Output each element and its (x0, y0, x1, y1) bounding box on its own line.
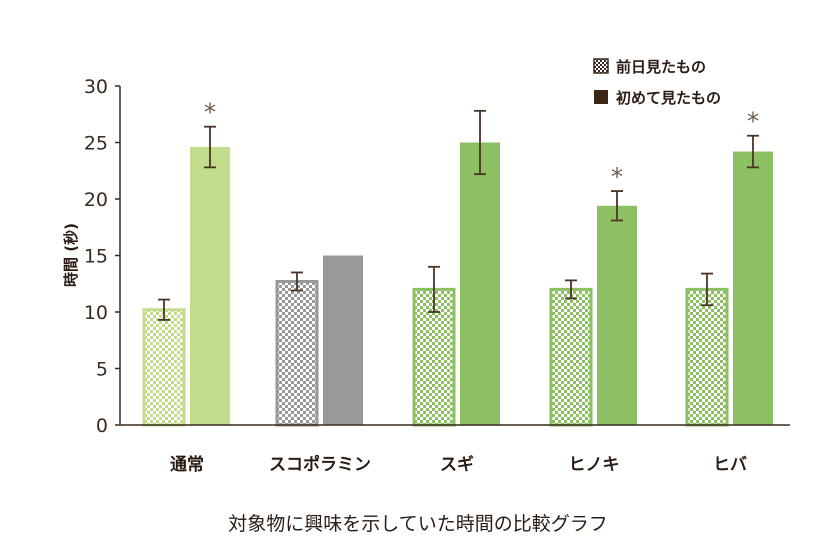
category-label: スギ (440, 455, 474, 475)
legend-swatch-first-time (594, 90, 608, 104)
y-tick-label: 25 (84, 133, 108, 155)
significance-mark: * (611, 163, 623, 191)
bar (142, 308, 186, 427)
bar (275, 279, 319, 427)
bar (190, 147, 230, 425)
chart-caption: 対象物に興味を示していた時間の比較グラフ (228, 513, 607, 535)
axes-layer (115, 85, 790, 426)
y-tick-label: 10 (84, 302, 108, 324)
legend-label: 初めて見たもの (616, 89, 721, 107)
category-label: ヒノキ (569, 455, 620, 475)
legend-label: 前日見たもの (616, 58, 706, 76)
y-axis-label: 時間 (秒) (62, 223, 80, 287)
y-tick-label: 5 (96, 359, 108, 381)
bar (685, 287, 729, 427)
text-layer: 0 5 10 15 20 25 30 時間 (秒) * 通常 スコポラミン スギ * ヒノキ * ヒバ 前日見た… (62, 58, 759, 535)
bars-layer (142, 109, 773, 427)
significance-mark: * (204, 99, 216, 127)
significance-mark: * (747, 108, 759, 136)
category-label: 通常 (170, 454, 204, 475)
bar (733, 151, 773, 426)
bar (323, 255, 363, 425)
bar (460, 142, 500, 425)
category-label: ヒバ (713, 455, 747, 475)
y-tick-label: 15 (84, 246, 108, 268)
category-label: スコポラミン (269, 454, 371, 475)
bar (597, 205, 637, 425)
y-tick-label: 30 (84, 76, 108, 98)
legend-swatch-previous-day (593, 58, 609, 74)
y-tick-label: 20 (84, 189, 108, 211)
bar (549, 287, 593, 427)
y-tick-label: 0 (96, 415, 108, 437)
